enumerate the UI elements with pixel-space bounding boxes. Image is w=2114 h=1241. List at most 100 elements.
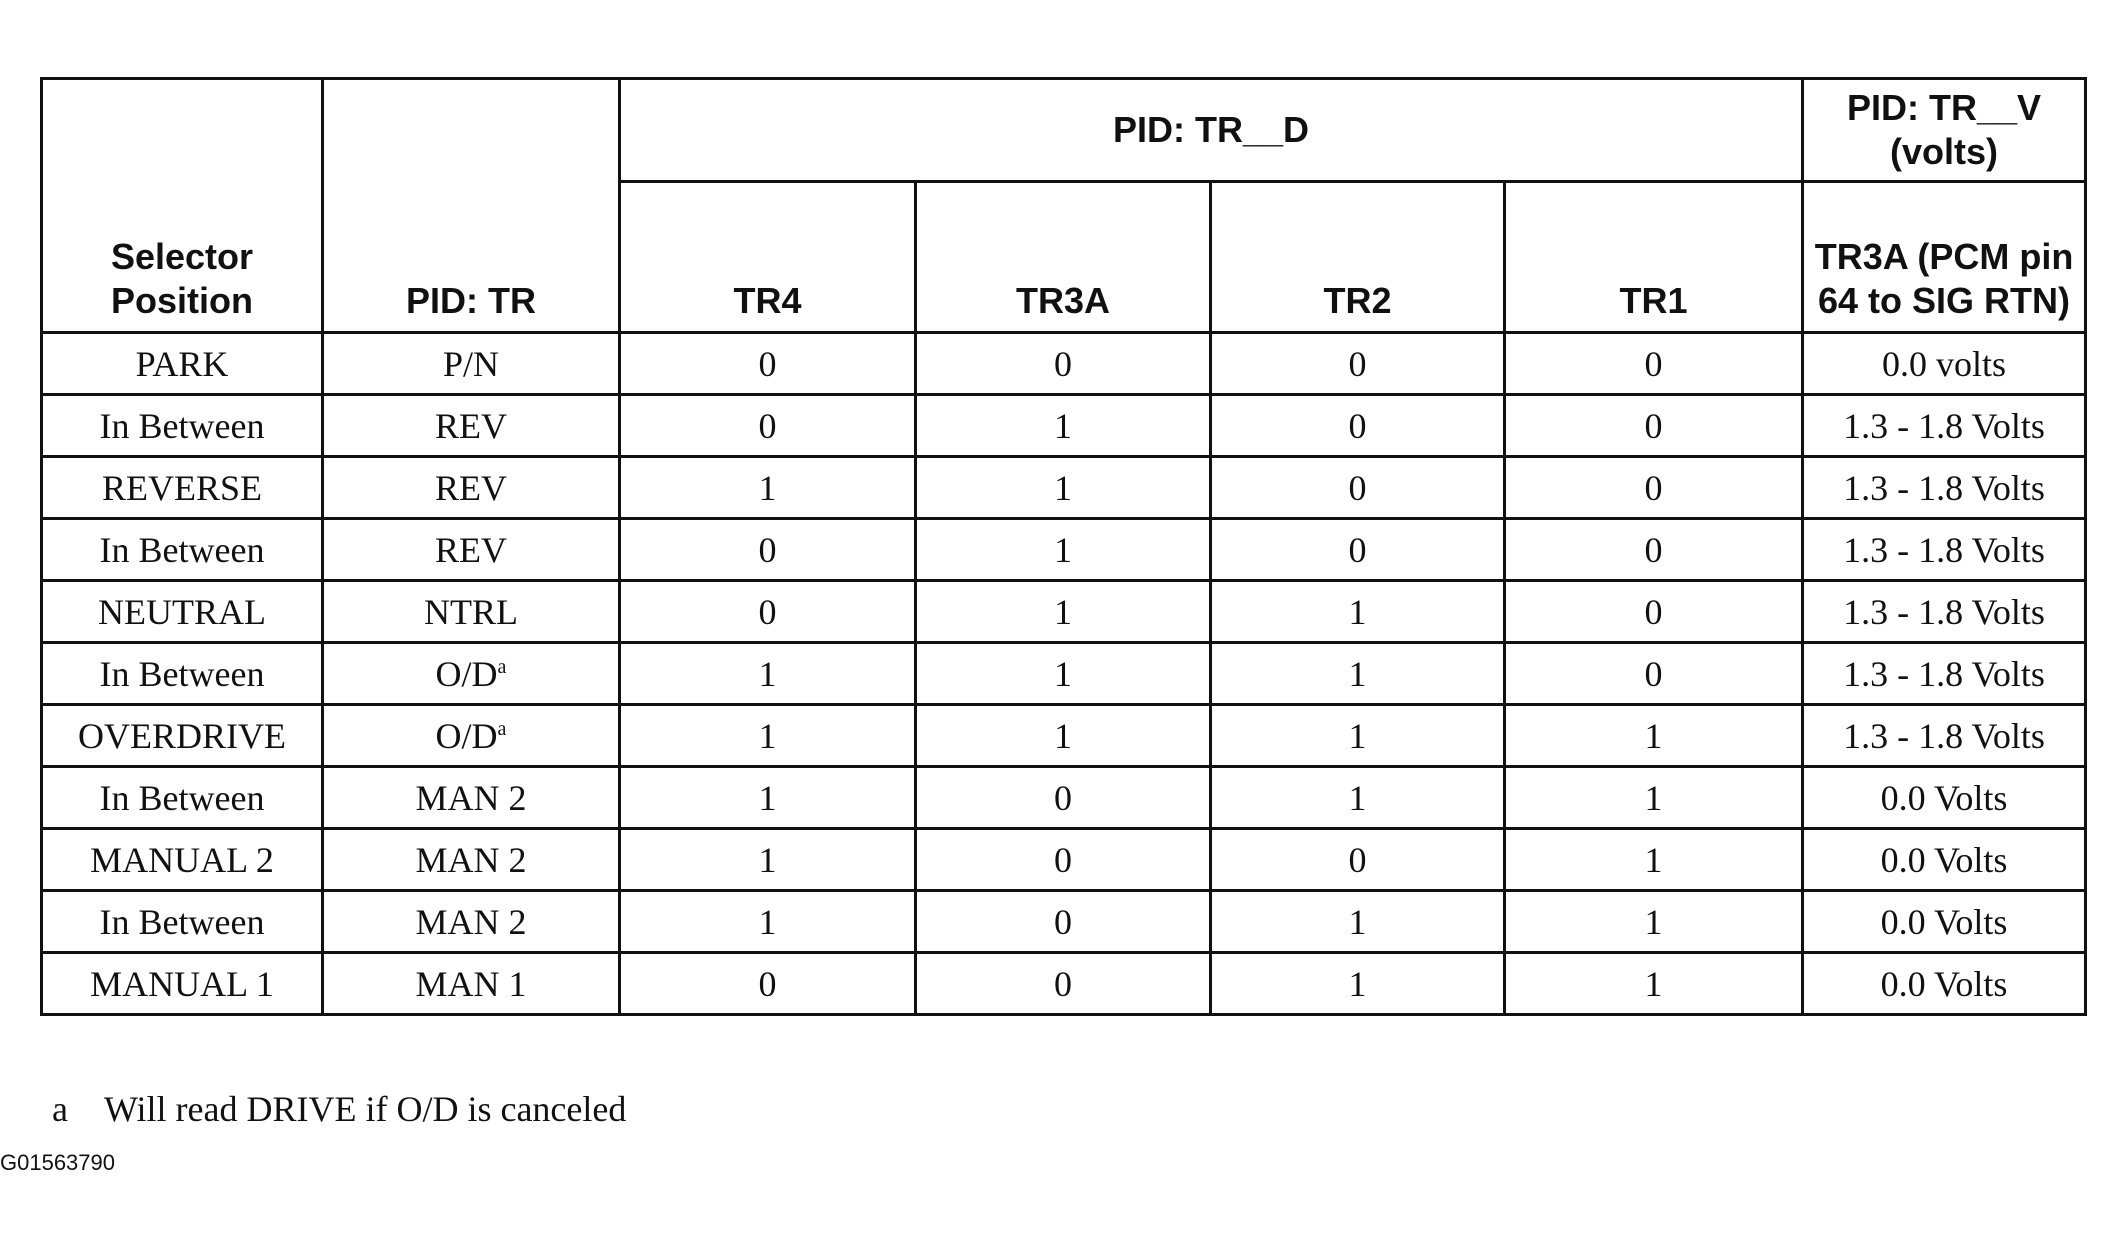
table-cell: 0.0 Volts [1801,889,2088,954]
table-cell: 0 [1502,517,1805,582]
table-cell: REV [321,455,621,520]
table-cell: REV [321,393,621,458]
table-cell: 0 [914,331,1212,396]
table-cell: 1 [1209,765,1506,830]
table-cell: O/Da [321,641,621,706]
table-cell: 0 [914,889,1212,954]
table-row: In Between REV 0 1 0 0 1.3 - 1.8 Volts [40,393,2088,458]
table-cell: 1 [914,517,1212,582]
cell-text: O/D [435,653,498,694]
table-cell: 0 [618,331,917,396]
table-cell: 0 [1209,331,1506,396]
table-cell: 1 [1502,765,1805,830]
table-cell: 0 [914,827,1212,892]
table-cell: 0 [1502,641,1805,706]
table-cell: 0.0 volts [1801,331,2088,396]
table-cell: P/N [321,331,621,396]
table-cell: MAN 1 [321,951,621,1016]
table-cell: REVERSE [40,455,324,520]
table-cell: REV [321,517,621,582]
table-cell: 1 [618,455,917,520]
table-cell: MAN 2 [321,827,621,892]
table-cell: 1 [618,765,917,830]
table-cell: MAN 2 [321,889,621,954]
table-cell: 0 [1209,393,1506,458]
table-cell: 0 [618,517,917,582]
table-cell: 0 [618,951,917,1016]
header-cell: TR1 [1502,180,1805,334]
table-cell: 1 [1209,641,1506,706]
table-cell: 1 [1209,951,1506,1016]
table-row: MANUAL 1 MAN 1 0 0 1 1 0.0 Volts [40,951,2088,1016]
table-row: REVERSE REV 1 1 0 0 1.3 - 1.8 Volts [40,455,2088,520]
table-row: In Between MAN 2 1 0 1 1 0.0 Volts [40,765,2088,830]
header-cell: TR4 [618,180,917,334]
table-cell: 1.3 - 1.8 Volts [1801,393,2088,458]
header-cell: PID: TR [321,77,621,334]
table-cell: 0 [1502,579,1805,644]
table-cell: NTRL [321,579,621,644]
table-cell: PARK [40,331,324,396]
figure-id: G01563790 [0,1150,115,1175]
table-cell: In Between [40,889,324,954]
table-cell: 0 [1209,517,1506,582]
table-cell: 1 [618,827,917,892]
footnote-text: Will read DRIVE if O/D is canceled [103,1089,627,1129]
table-row: In Between O/Da 1 1 1 0 1.3 - 1.8 Volts [40,641,2088,706]
header-cell: TR3A [914,180,1212,334]
footnote-ref: a [497,717,507,740]
footnote-marker: a [52,1089,68,1129]
table-cell: 1 [914,703,1212,768]
table-cell: 1 [914,455,1212,520]
table-cell: 1 [1209,579,1506,644]
table-cell: 0.0 Volts [1801,951,2088,1016]
table-cell: 1.3 - 1.8 Volts [1801,455,2088,520]
table-row: MANUAL 2 MAN 2 1 0 0 1 0.0 Volts [40,827,2088,892]
header-row: TR4 TR3A TR2 TR1 TR3A (PCM pin 64 to SIG RTN… [42,180,2088,334]
table-cell: 1 [1502,827,1805,892]
table-row: In Between REV 0 1 0 0 1.3 - 1.8 Volts [40,517,2088,582]
footnote-ref: a [497,655,507,678]
table-cell: 1 [1209,889,1506,954]
table-cell: 1 [618,641,917,706]
table-cell: O/Da [321,703,621,768]
data-table: Selector Position PID: TR PID: TR__D PID: T… [40,77,2088,1016]
table-cell: 1 [1502,951,1805,1016]
table-cell: 0 [618,579,917,644]
header-cell: TR2 [1209,180,1506,334]
table-cell: 1 [1502,889,1805,954]
table-cell: 0 [1502,393,1805,458]
table-cell: 0.0 Volts [1801,765,2088,830]
table-cell: 0.0 Volts [1801,827,2088,892]
table-cell: 0 [618,393,917,458]
table-cell: 1.3 - 1.8 Volts [1801,517,2088,582]
table-cell: 0 [1209,827,1506,892]
table-cell: MANUAL 1 [40,951,324,1016]
header-cell: TR3A (PCM pin 64 to SIG RTN) [1801,180,2088,334]
header-cell: PID: TR__D [617,77,1805,183]
table-cell: 1.3 - 1.8 Volts [1801,641,2088,706]
table-cell: 0 [1209,455,1506,520]
table-cell: MAN 2 [321,765,621,830]
table-cell: 1 [618,703,917,768]
header-row: Selector Position PID: TR PID: TR__D PID: T… [40,77,2088,334]
table-cell: In Between [40,641,324,706]
table-cell: MANUAL 2 [40,827,324,892]
table-cell: In Between [40,517,324,582]
table-cell: 1.3 - 1.8 Volts [1801,703,2088,768]
cell-text: O/D [435,715,498,756]
table-cell: NEUTRAL [40,579,324,644]
table-cell: 0 [914,765,1212,830]
table-row: PARK P/N 0 0 0 0 0.0 volts [40,331,2088,396]
table-cell: In Between [40,393,324,458]
table-row: OVERDRIVE O/Da 1 1 1 1 1.3 - 1.8 Volts [40,703,2088,768]
table-cell: 0 [1502,331,1805,396]
table-cell: 0 [1502,455,1805,520]
header-cell: Selector Position [40,77,324,334]
table-cell: OVERDRIVE [40,703,324,768]
table-cell: 1 [914,393,1212,458]
table-cell: In Between [40,765,324,830]
table-cell: 1 [914,579,1212,644]
footnote: a Will read DRIVE if O/D is canceled [52,1088,626,1130]
